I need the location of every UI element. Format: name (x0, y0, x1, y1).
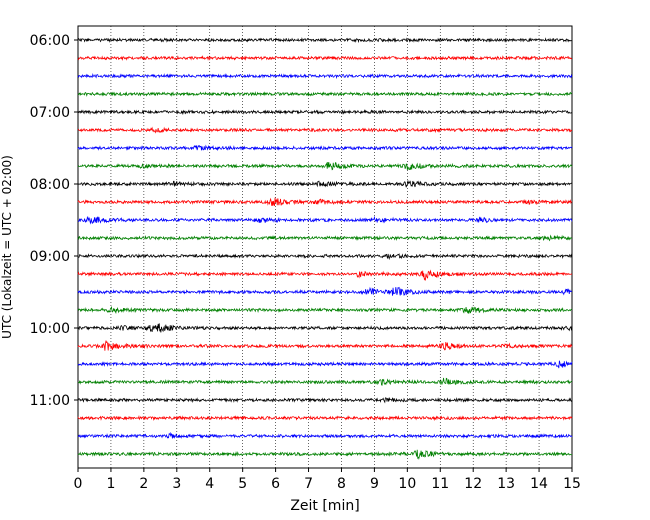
x-tick-label: 1 (106, 476, 115, 492)
y-tick-label: 08:00 (30, 177, 70, 193)
vertical-grid (110, 26, 540, 468)
trace-1045 (77, 377, 573, 386)
trace-1130 (77, 431, 573, 439)
y-tick-label: 09:00 (30, 249, 70, 265)
x-axis-label: Zeit [min] (290, 498, 359, 514)
x-tick-label: 11 (431, 476, 449, 492)
trace-0715 (77, 126, 573, 134)
x-tick-label: 13 (497, 476, 515, 492)
trace-0800 (77, 180, 573, 188)
x-tick-label: 7 (304, 476, 313, 492)
y-axis-label: UTC (Lokalzeit = UTC + 02:00) (0, 155, 14, 339)
trace-1100 (77, 397, 573, 404)
x-tick-label: 15 (563, 476, 581, 492)
y-tick-label: 10:00 (30, 321, 70, 337)
x-tick-label: 3 (172, 476, 181, 492)
x-tick-label: 0 (74, 476, 83, 492)
x-tick-label: 9 (370, 476, 379, 492)
x-axis-ticks: 0 1 2 3 4 5 6 7 8 9 10 11 12 13 14 15 (74, 468, 581, 492)
trace-0945 (77, 305, 573, 314)
trace-0900 (77, 253, 573, 261)
x-tick-label: 6 (271, 476, 280, 492)
y-tick-label: 11:00 (30, 393, 70, 409)
trace-1015 (77, 340, 573, 351)
x-tick-label: 5 (238, 476, 247, 492)
plot-frame (77, 25, 573, 469)
x-tick-label: 12 (464, 476, 482, 492)
trace-0815 (77, 197, 573, 206)
trace-0830 (77, 215, 573, 225)
trace-0915 (77, 269, 573, 282)
trace-1030 (77, 360, 573, 369)
trace-1145 (77, 449, 573, 460)
trace-0615 (77, 55, 572, 62)
trace-1000 (77, 323, 573, 333)
x-tick-label: 10 (398, 476, 416, 492)
trace-0845 (77, 234, 573, 242)
y-tick-label: 06:00 (30, 33, 70, 49)
trace-0645 (77, 91, 573, 97)
trace-0745 (77, 161, 573, 171)
x-tick-label: 8 (337, 476, 346, 492)
trace-lines (77, 37, 573, 460)
trace-0700 (77, 109, 573, 115)
trace-1115 (77, 414, 573, 422)
y-tick-label: 07:00 (30, 105, 70, 121)
y-axis-ticks: 06:00 07:00 08:00 09:00 10:00 11:00 (30, 33, 78, 409)
trace-0730 (77, 144, 573, 152)
trace-0630 (77, 73, 573, 80)
trace-0600 (77, 37, 573, 44)
x-tick-label: 4 (205, 476, 214, 492)
x-tick-label: 2 (139, 476, 148, 492)
x-tick-label: 14 (530, 476, 548, 492)
trace-0930 (77, 286, 573, 296)
